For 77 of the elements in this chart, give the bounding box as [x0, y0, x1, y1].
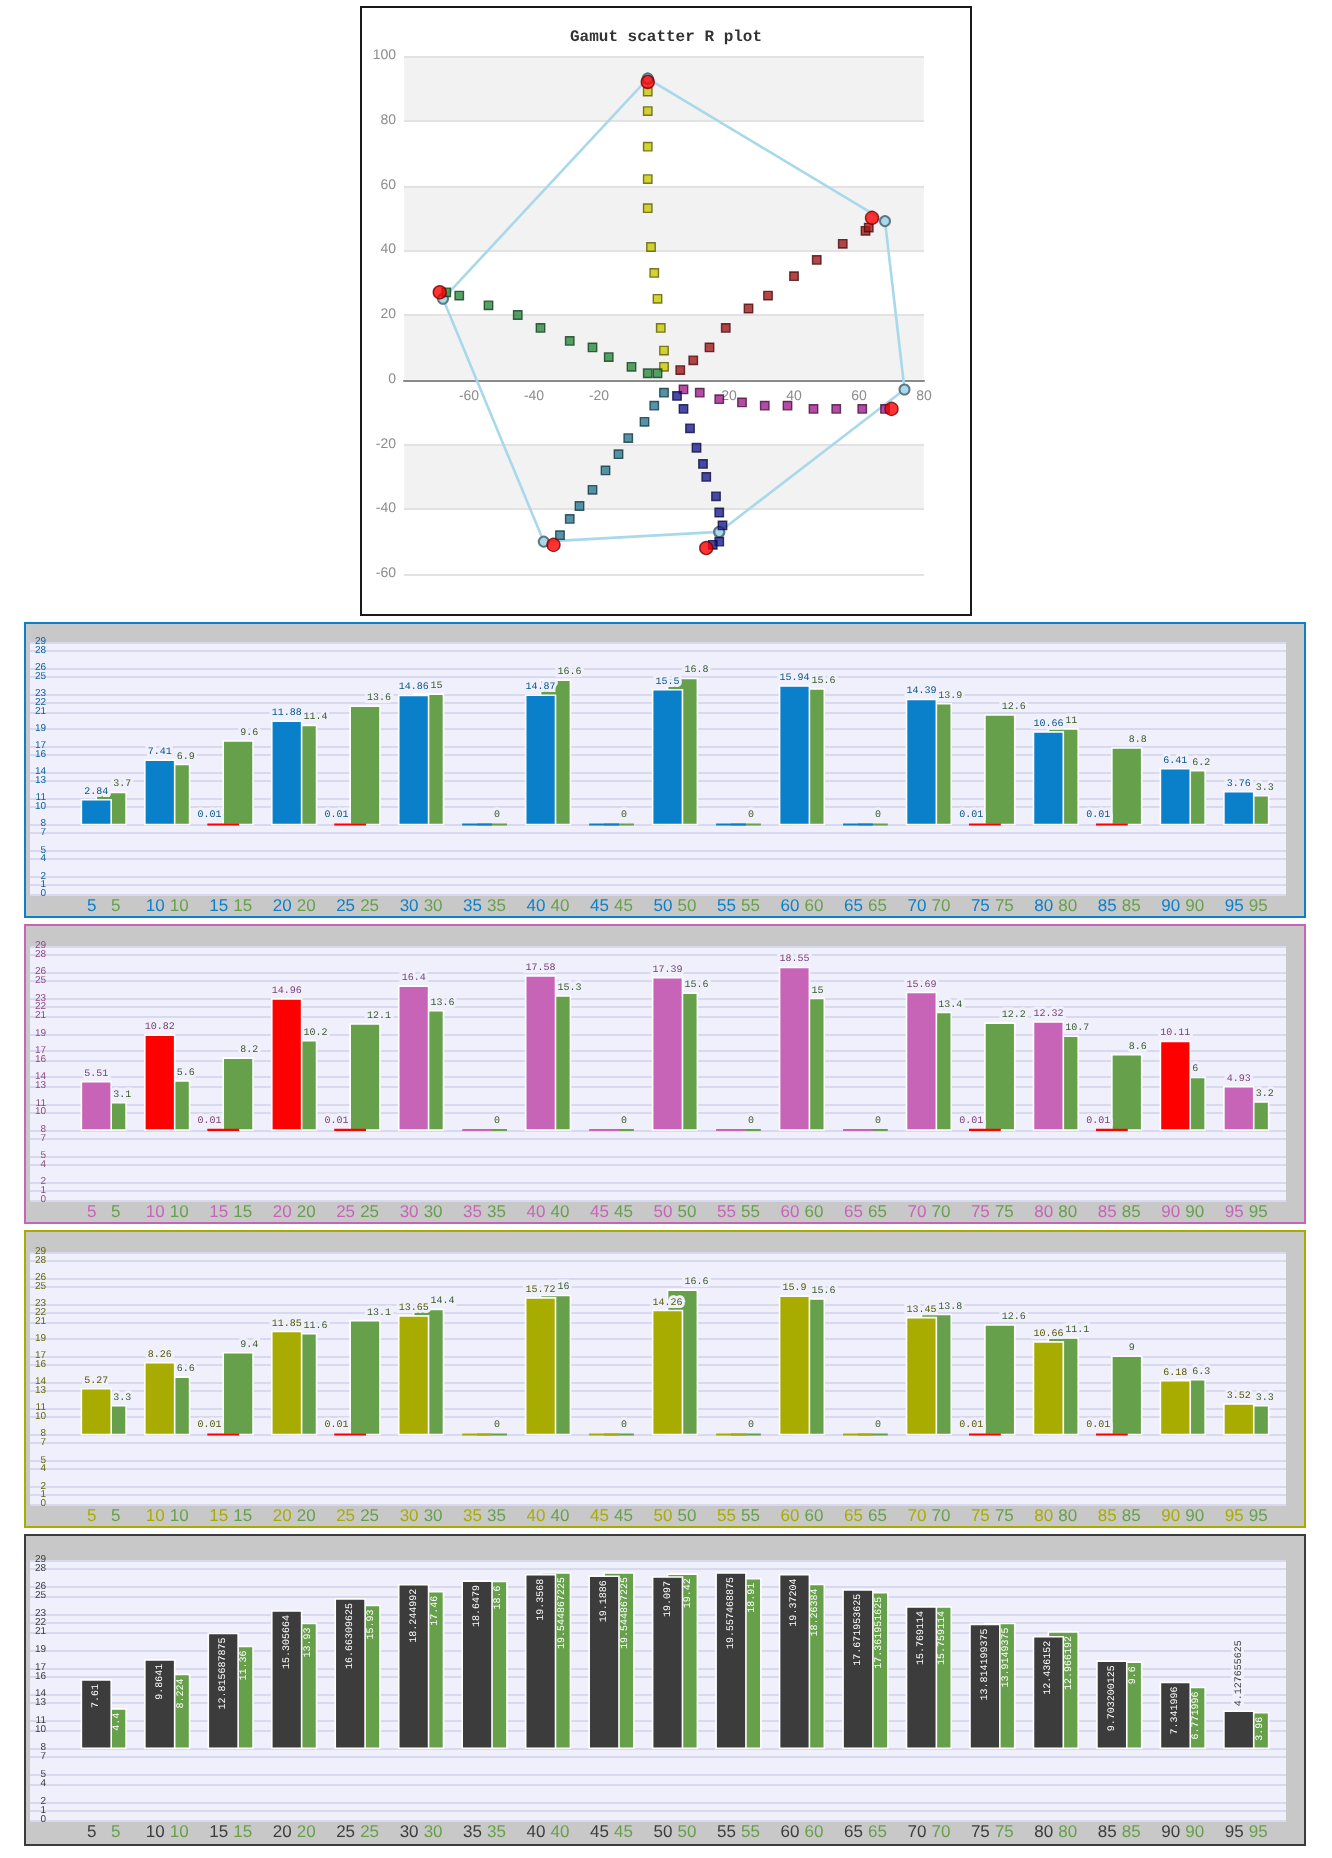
x-tick-label: 50 [653, 895, 673, 915]
x-tick-label: 55 [717, 895, 737, 915]
x-tick-label: 70 [907, 1505, 927, 1525]
x-tick-label: 95 [1224, 895, 1245, 915]
x-tick-label: 30 [399, 1201, 420, 1221]
x-tick-label: 45 [590, 895, 610, 915]
x-tick-label: 80 [1034, 895, 1054, 915]
x-tick-label: 15 [209, 895, 229, 915]
x-tick-label: 65 [843, 1201, 864, 1221]
x-tick-label: 85 [1097, 1201, 1118, 1221]
x-tick-label: 40 [526, 1505, 547, 1525]
x-tick-label: 95 [1224, 1821, 1245, 1841]
x-tick-label: 75 [970, 1505, 991, 1525]
x-tick-label: 40 [526, 1201, 547, 1221]
x-tick-label: 60 [780, 895, 800, 915]
x-tick-label: 95 [1224, 1505, 1245, 1525]
x-tick-label: 45 [590, 1505, 610, 1525]
x-tick-label: 5 [87, 1821, 97, 1841]
x-tick-label: 90 [1161, 1201, 1181, 1221]
x-tick-label: 80 [1034, 1821, 1054, 1841]
x-tick-label: 70 [907, 1201, 927, 1221]
x-tick-label: 70 [907, 895, 927, 915]
x-tick-label: 55 [717, 1505, 737, 1525]
x-tick-label: 80 [1034, 1505, 1054, 1525]
x-tick-label: 75 [970, 1201, 991, 1221]
x-tick-label: 45 [590, 1821, 610, 1841]
x-tick-label: 90 [1161, 1505, 1181, 1525]
x-tick-label: 25 [336, 1821, 356, 1841]
x-tick-label: 60 [780, 1505, 800, 1525]
x-tick-label: 65 [843, 895, 864, 915]
x-tick-label: 20 [272, 1201, 293, 1221]
x-tick-label: 55 [717, 1821, 737, 1841]
x-tick-label: 85 [1097, 1505, 1118, 1525]
x-tick-label: 45 [590, 1201, 610, 1221]
x-tick-label: 15 [209, 1821, 229, 1841]
x-tick-label: 40 [526, 895, 547, 915]
x-tick-label: 40 [526, 1821, 547, 1841]
x-tick-label: 50 [653, 1821, 673, 1841]
x-tick-label: 80 [1034, 1201, 1054, 1221]
x-tick-label: 35 [463, 1505, 483, 1525]
x-tick-label: 10 [145, 1505, 166, 1525]
x-tick-label: 30 [399, 1505, 420, 1525]
x-tick-label: 90 [1161, 895, 1181, 915]
x-tick-label: 15 [209, 1201, 229, 1221]
x-tick-label: 85 [1097, 1821, 1118, 1841]
x-tick-label: 25 [336, 895, 356, 915]
x-tick-label: 60 [780, 1201, 800, 1221]
x-tick-label: 65 [843, 1505, 864, 1525]
x-tick-label: 95 [1224, 1201, 1245, 1221]
x-tick-label: 50 [653, 1201, 673, 1221]
x-tick-label: 20 [272, 1505, 293, 1525]
x-tick-label: 25 [336, 1505, 356, 1525]
x-tick-label: 10 [145, 1821, 166, 1841]
x-tick-label: 5 [87, 895, 97, 915]
x-tick-label: 65 [843, 1821, 864, 1841]
x-tick-label: 20 [272, 1821, 293, 1841]
chart-title: Gamut scatter R plot [569, 29, 763, 47]
x-tick-label: 5 [87, 1201, 97, 1221]
x-tick-label: 75 [970, 1821, 991, 1841]
x-tick-label: 20 [272, 895, 293, 915]
x-tick-label: 90 [1161, 1821, 1181, 1841]
x-tick-label: 25 [336, 1201, 356, 1221]
x-tick-label: 30 [399, 1821, 420, 1841]
x-tick-label: 10 [145, 1201, 166, 1221]
x-tick-label: 35 [463, 895, 483, 915]
x-tick-label: 50 [653, 1505, 673, 1525]
x-tick-label: 60 [780, 1821, 800, 1841]
x-tick-label: 35 [463, 1821, 483, 1841]
x-tick-label: 55 [717, 1201, 737, 1221]
x-tick-label: 85 [1097, 895, 1118, 915]
x-tick-label: 70 [907, 1821, 927, 1841]
x-tick-label: 75 [970, 895, 991, 915]
x-tick-label: 30 [399, 895, 420, 915]
x-tick-label: 15 [209, 1505, 229, 1525]
x-tick-label: 10 [145, 895, 166, 915]
x-tick-label: 35 [463, 1201, 483, 1221]
x-tick-label: 5 [87, 1505, 97, 1525]
